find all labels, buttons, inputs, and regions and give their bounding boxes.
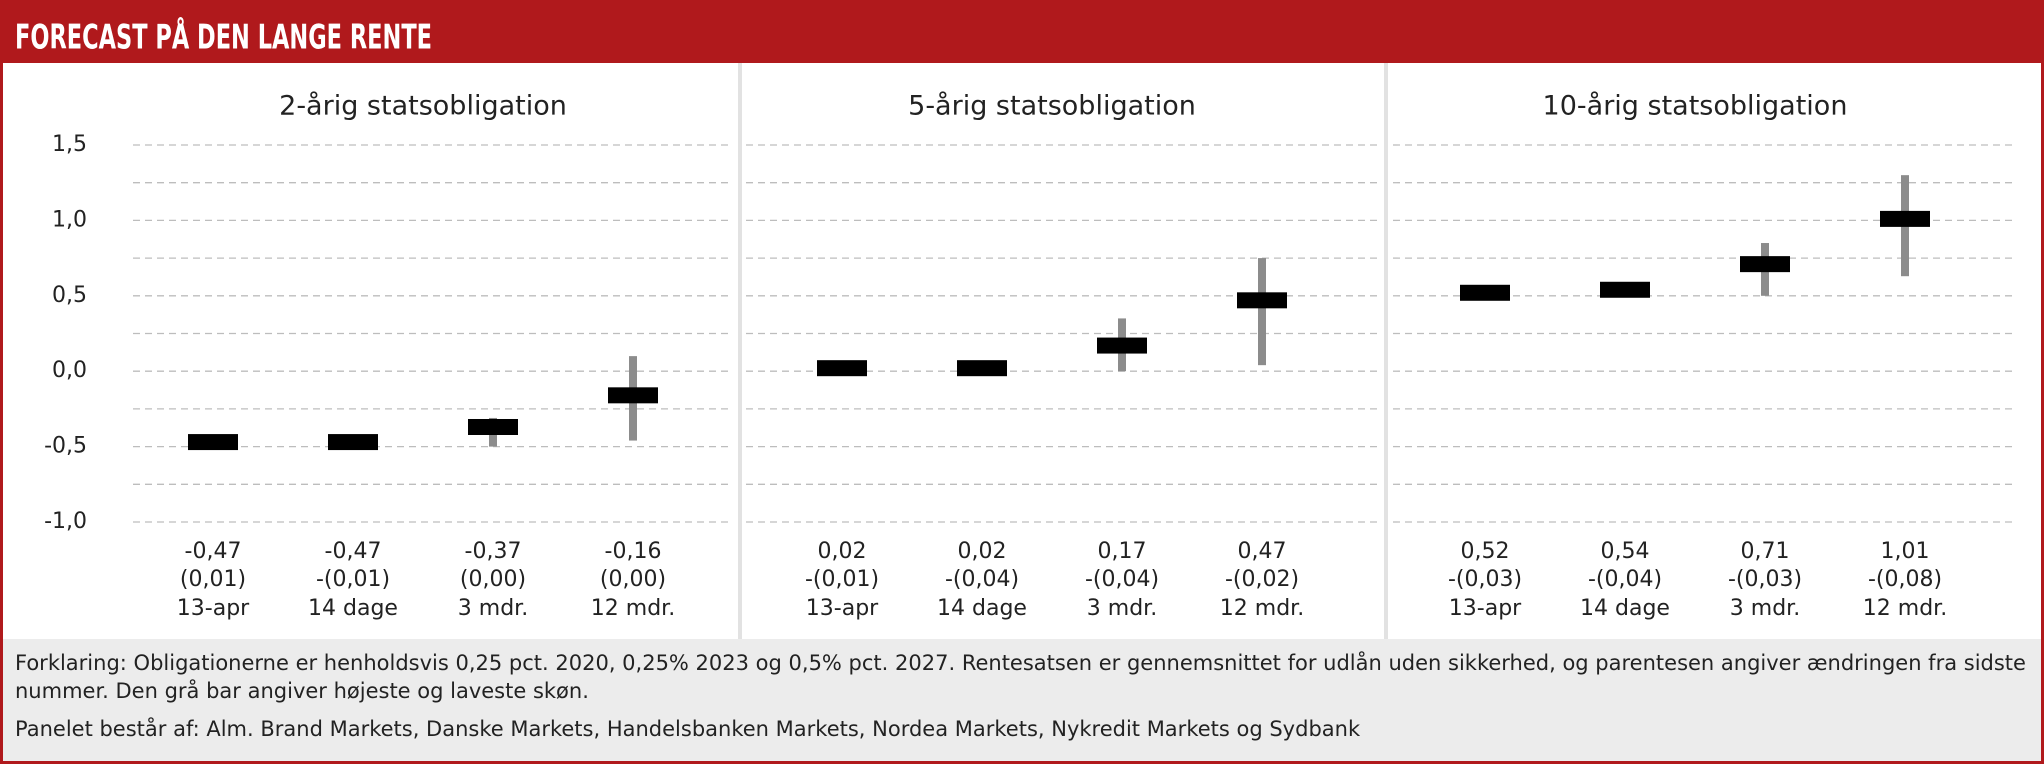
value-label: 0,54 bbox=[1601, 539, 1650, 564]
panel-title: 10-årig statsobligation bbox=[1543, 91, 1848, 122]
value-bar bbox=[608, 387, 658, 404]
panel-title: 5-årig statsobligation bbox=[908, 91, 1196, 122]
chart: FORECAST PÅ DEN LANGE RENTE 2-årig stats… bbox=[15, 17, 2017, 639]
value-bar bbox=[1097, 337, 1147, 354]
x-tick-label: 13-apr bbox=[806, 596, 879, 621]
x-tick-label: 13-apr bbox=[1449, 596, 1522, 621]
footer-note: Forklaring: Obligationerne er henholdsvi… bbox=[15, 651, 2026, 703]
y-tick-label: 0,5 bbox=[52, 283, 87, 308]
panel-separator bbox=[738, 63, 742, 639]
y-tick-label: -1,0 bbox=[44, 509, 87, 534]
value-label: 0,47 bbox=[1238, 539, 1287, 564]
value-label: -0,47 bbox=[185, 539, 242, 564]
footer: Forklaring: Obligationerne er henholdsvi… bbox=[3, 639, 2041, 761]
value-bar bbox=[817, 360, 867, 377]
value-bar bbox=[188, 434, 238, 451]
change-label: -(0,01) bbox=[316, 567, 390, 592]
change-label: -(0,03) bbox=[1728, 567, 1802, 592]
change-label: (0,00) bbox=[600, 567, 666, 592]
value-label: 1,01 bbox=[1881, 539, 1930, 564]
x-tick-label: 14 dage bbox=[1580, 596, 1670, 621]
footer-note: Panelet består af: Alm. Brand Markets, D… bbox=[15, 717, 1361, 741]
change-label: -(0,02) bbox=[1225, 567, 1299, 592]
x-tick-label: 13-apr bbox=[177, 596, 250, 621]
value-label: 0,02 bbox=[958, 539, 1007, 564]
value-label: -0,47 bbox=[325, 539, 382, 564]
y-tick-label: 0,0 bbox=[52, 358, 87, 383]
value-label: -0,37 bbox=[465, 539, 522, 564]
value-bar bbox=[1237, 292, 1287, 309]
value-bar bbox=[1600, 281, 1650, 298]
x-tick-label: 12 mdr. bbox=[591, 596, 675, 621]
x-tick-label: 14 dage bbox=[308, 596, 398, 621]
value-bar bbox=[1740, 256, 1790, 273]
y-tick-label: 1,0 bbox=[52, 207, 87, 232]
change-label: (0,00) bbox=[460, 567, 526, 592]
value-bar bbox=[1460, 284, 1510, 301]
y-tick-label: -0,5 bbox=[44, 434, 87, 459]
x-tick-label: 12 mdr. bbox=[1863, 596, 1947, 621]
change-label: -(0,01) bbox=[805, 567, 879, 592]
x-tick-label: 14 dage bbox=[937, 596, 1027, 621]
panel-separator bbox=[1384, 63, 1388, 639]
change-label: -(0,04) bbox=[945, 567, 1019, 592]
panel-title: 2-årig statsobligation bbox=[279, 91, 567, 122]
value-label: 0,02 bbox=[818, 539, 867, 564]
x-tick-label: 3 mdr. bbox=[1087, 596, 1157, 621]
value-label: -0,16 bbox=[605, 539, 662, 564]
y-tick-label: 1,5 bbox=[52, 132, 87, 157]
value-bar bbox=[468, 418, 518, 435]
value-label: 0,52 bbox=[1461, 539, 1510, 564]
x-tick-label: 3 mdr. bbox=[458, 596, 528, 621]
change-label: -(0,04) bbox=[1588, 567, 1662, 592]
header-title: FORECAST PÅ DEN LANGE RENTE bbox=[15, 17, 432, 58]
x-tick-label: 12 mdr. bbox=[1220, 596, 1304, 621]
x-tick-label: 3 mdr. bbox=[1730, 596, 1800, 621]
change-label: -(0,03) bbox=[1448, 567, 1522, 592]
change-label: -(0,08) bbox=[1868, 567, 1942, 592]
value-label: 0,71 bbox=[1741, 539, 1790, 564]
change-label: -(0,04) bbox=[1085, 567, 1159, 592]
header-bar bbox=[3, 3, 2041, 63]
value-label: 0,17 bbox=[1098, 539, 1147, 564]
range-bar bbox=[1258, 258, 1266, 366]
change-label: (0,01) bbox=[180, 567, 246, 592]
value-bar bbox=[957, 360, 1007, 377]
value-bar bbox=[1880, 210, 1930, 227]
value-bar bbox=[328, 434, 378, 451]
